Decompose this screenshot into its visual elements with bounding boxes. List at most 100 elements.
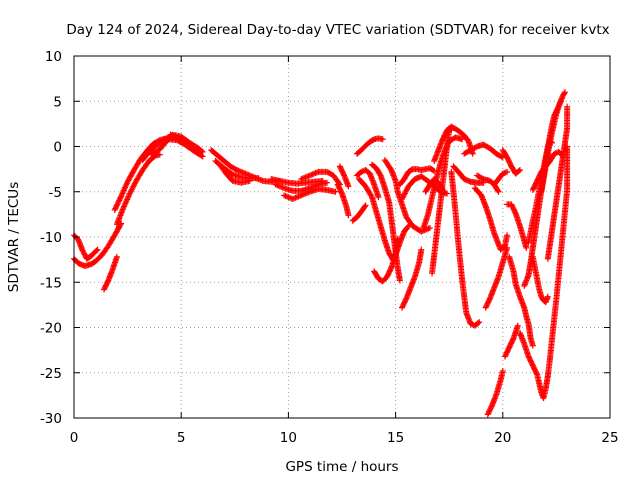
data-point <box>431 167 438 174</box>
series-arc-42 <box>501 322 521 360</box>
data-point <box>564 103 571 110</box>
series-arc-19 <box>354 167 382 201</box>
data-point <box>404 224 411 231</box>
y-tick-label: 5 <box>53 94 62 110</box>
data-point <box>338 189 345 196</box>
series-arc-03 <box>101 253 120 293</box>
data-point <box>115 198 122 205</box>
series-arc-14 <box>281 186 339 202</box>
data-point <box>345 212 352 219</box>
data-point <box>499 367 506 374</box>
data-point <box>116 197 123 204</box>
data-point <box>362 202 369 209</box>
data-point <box>488 403 495 410</box>
data-point <box>228 170 235 177</box>
data-point <box>113 202 120 209</box>
series-arc-50 <box>529 148 566 193</box>
data-point <box>232 166 239 173</box>
data-point <box>544 293 551 300</box>
y-tick-label: -20 <box>40 321 62 337</box>
data-point <box>114 200 121 207</box>
series-arc-16 <box>334 181 352 219</box>
data-point <box>494 187 501 194</box>
data-point <box>156 151 163 158</box>
data-point <box>515 167 522 174</box>
series-arc-43 <box>506 253 536 349</box>
series-arc-45 <box>516 143 571 402</box>
series-arc-34 <box>461 141 506 161</box>
data-point <box>112 205 119 212</box>
series-arc-18 <box>349 202 369 224</box>
data-point <box>196 150 203 157</box>
data-point <box>561 90 568 97</box>
y-tick-label: -30 <box>40 411 62 427</box>
x-axis-label: GPS time / hours <box>285 459 398 475</box>
data-point <box>387 266 394 273</box>
series-arc-23 <box>371 223 412 285</box>
series-arc-32 <box>448 168 483 329</box>
series-arc-11 <box>216 161 253 186</box>
series-arc-22 <box>369 161 403 284</box>
series-arc-25 <box>396 165 438 188</box>
data-point <box>116 195 123 202</box>
data-point <box>444 190 451 197</box>
series-arc-40 <box>499 147 523 177</box>
data-layer <box>71 89 571 418</box>
data-point <box>402 296 409 303</box>
x-tick-label: 25 <box>601 430 618 446</box>
series-arc-31 <box>431 123 476 164</box>
data-point <box>529 342 536 349</box>
data-point <box>486 296 493 303</box>
data-point <box>114 201 121 208</box>
data-point <box>426 224 433 231</box>
data-point <box>418 246 425 253</box>
y-tick-label: -10 <box>40 230 62 246</box>
data-point <box>111 206 118 213</box>
x-tick-label: 15 <box>387 430 404 446</box>
data-point <box>516 167 523 174</box>
data-point <box>439 186 446 193</box>
data-point <box>113 204 120 211</box>
x-tick-label: 0 <box>70 430 79 446</box>
x-tick-label: 20 <box>494 430 511 446</box>
data-point <box>396 277 403 284</box>
data-point <box>475 319 482 326</box>
x-tick-label: 10 <box>280 430 297 446</box>
data-point <box>559 152 566 159</box>
series-arc-33 <box>450 163 487 186</box>
data-point <box>117 194 124 201</box>
data-point <box>512 209 519 216</box>
series-arc-17 <box>336 163 352 190</box>
data-point <box>93 247 100 254</box>
y-tick-label: -15 <box>40 275 62 291</box>
data-point <box>523 244 530 251</box>
series-arc-36 <box>471 185 511 253</box>
data-point <box>361 203 368 210</box>
series-arc-20 <box>354 135 386 157</box>
series-arc-02 <box>71 220 125 269</box>
series-arc-08 <box>167 131 204 157</box>
series-arc-01 <box>71 232 101 262</box>
series-arc-38 <box>491 168 511 188</box>
data-point <box>376 171 383 178</box>
data-point <box>340 171 347 178</box>
y-tick-label: -25 <box>40 366 62 382</box>
y-tick-label: 0 <box>53 140 62 156</box>
data-point <box>387 165 394 172</box>
series-arc-28 <box>429 125 455 277</box>
data-point <box>113 253 120 260</box>
data-point <box>504 168 511 175</box>
data-point <box>332 188 339 195</box>
data-point <box>509 336 516 343</box>
data-point <box>495 188 502 195</box>
data-point <box>504 232 511 239</box>
data-point <box>345 183 352 190</box>
data-point <box>557 98 564 105</box>
data-point <box>514 322 521 329</box>
data-point <box>561 89 568 96</box>
series-arc-09 <box>208 147 283 185</box>
series-arc-30 <box>422 176 446 195</box>
data-point <box>476 319 483 326</box>
y-axis-label: SDTVAR / TECUs <box>6 182 22 292</box>
